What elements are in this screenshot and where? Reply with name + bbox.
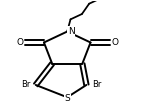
Text: O: O xyxy=(111,38,118,47)
Text: O: O xyxy=(16,38,23,47)
Text: Br: Br xyxy=(92,80,101,89)
Text: N: N xyxy=(68,27,75,36)
Text: S: S xyxy=(64,94,70,103)
Text: Br: Br xyxy=(21,80,30,89)
